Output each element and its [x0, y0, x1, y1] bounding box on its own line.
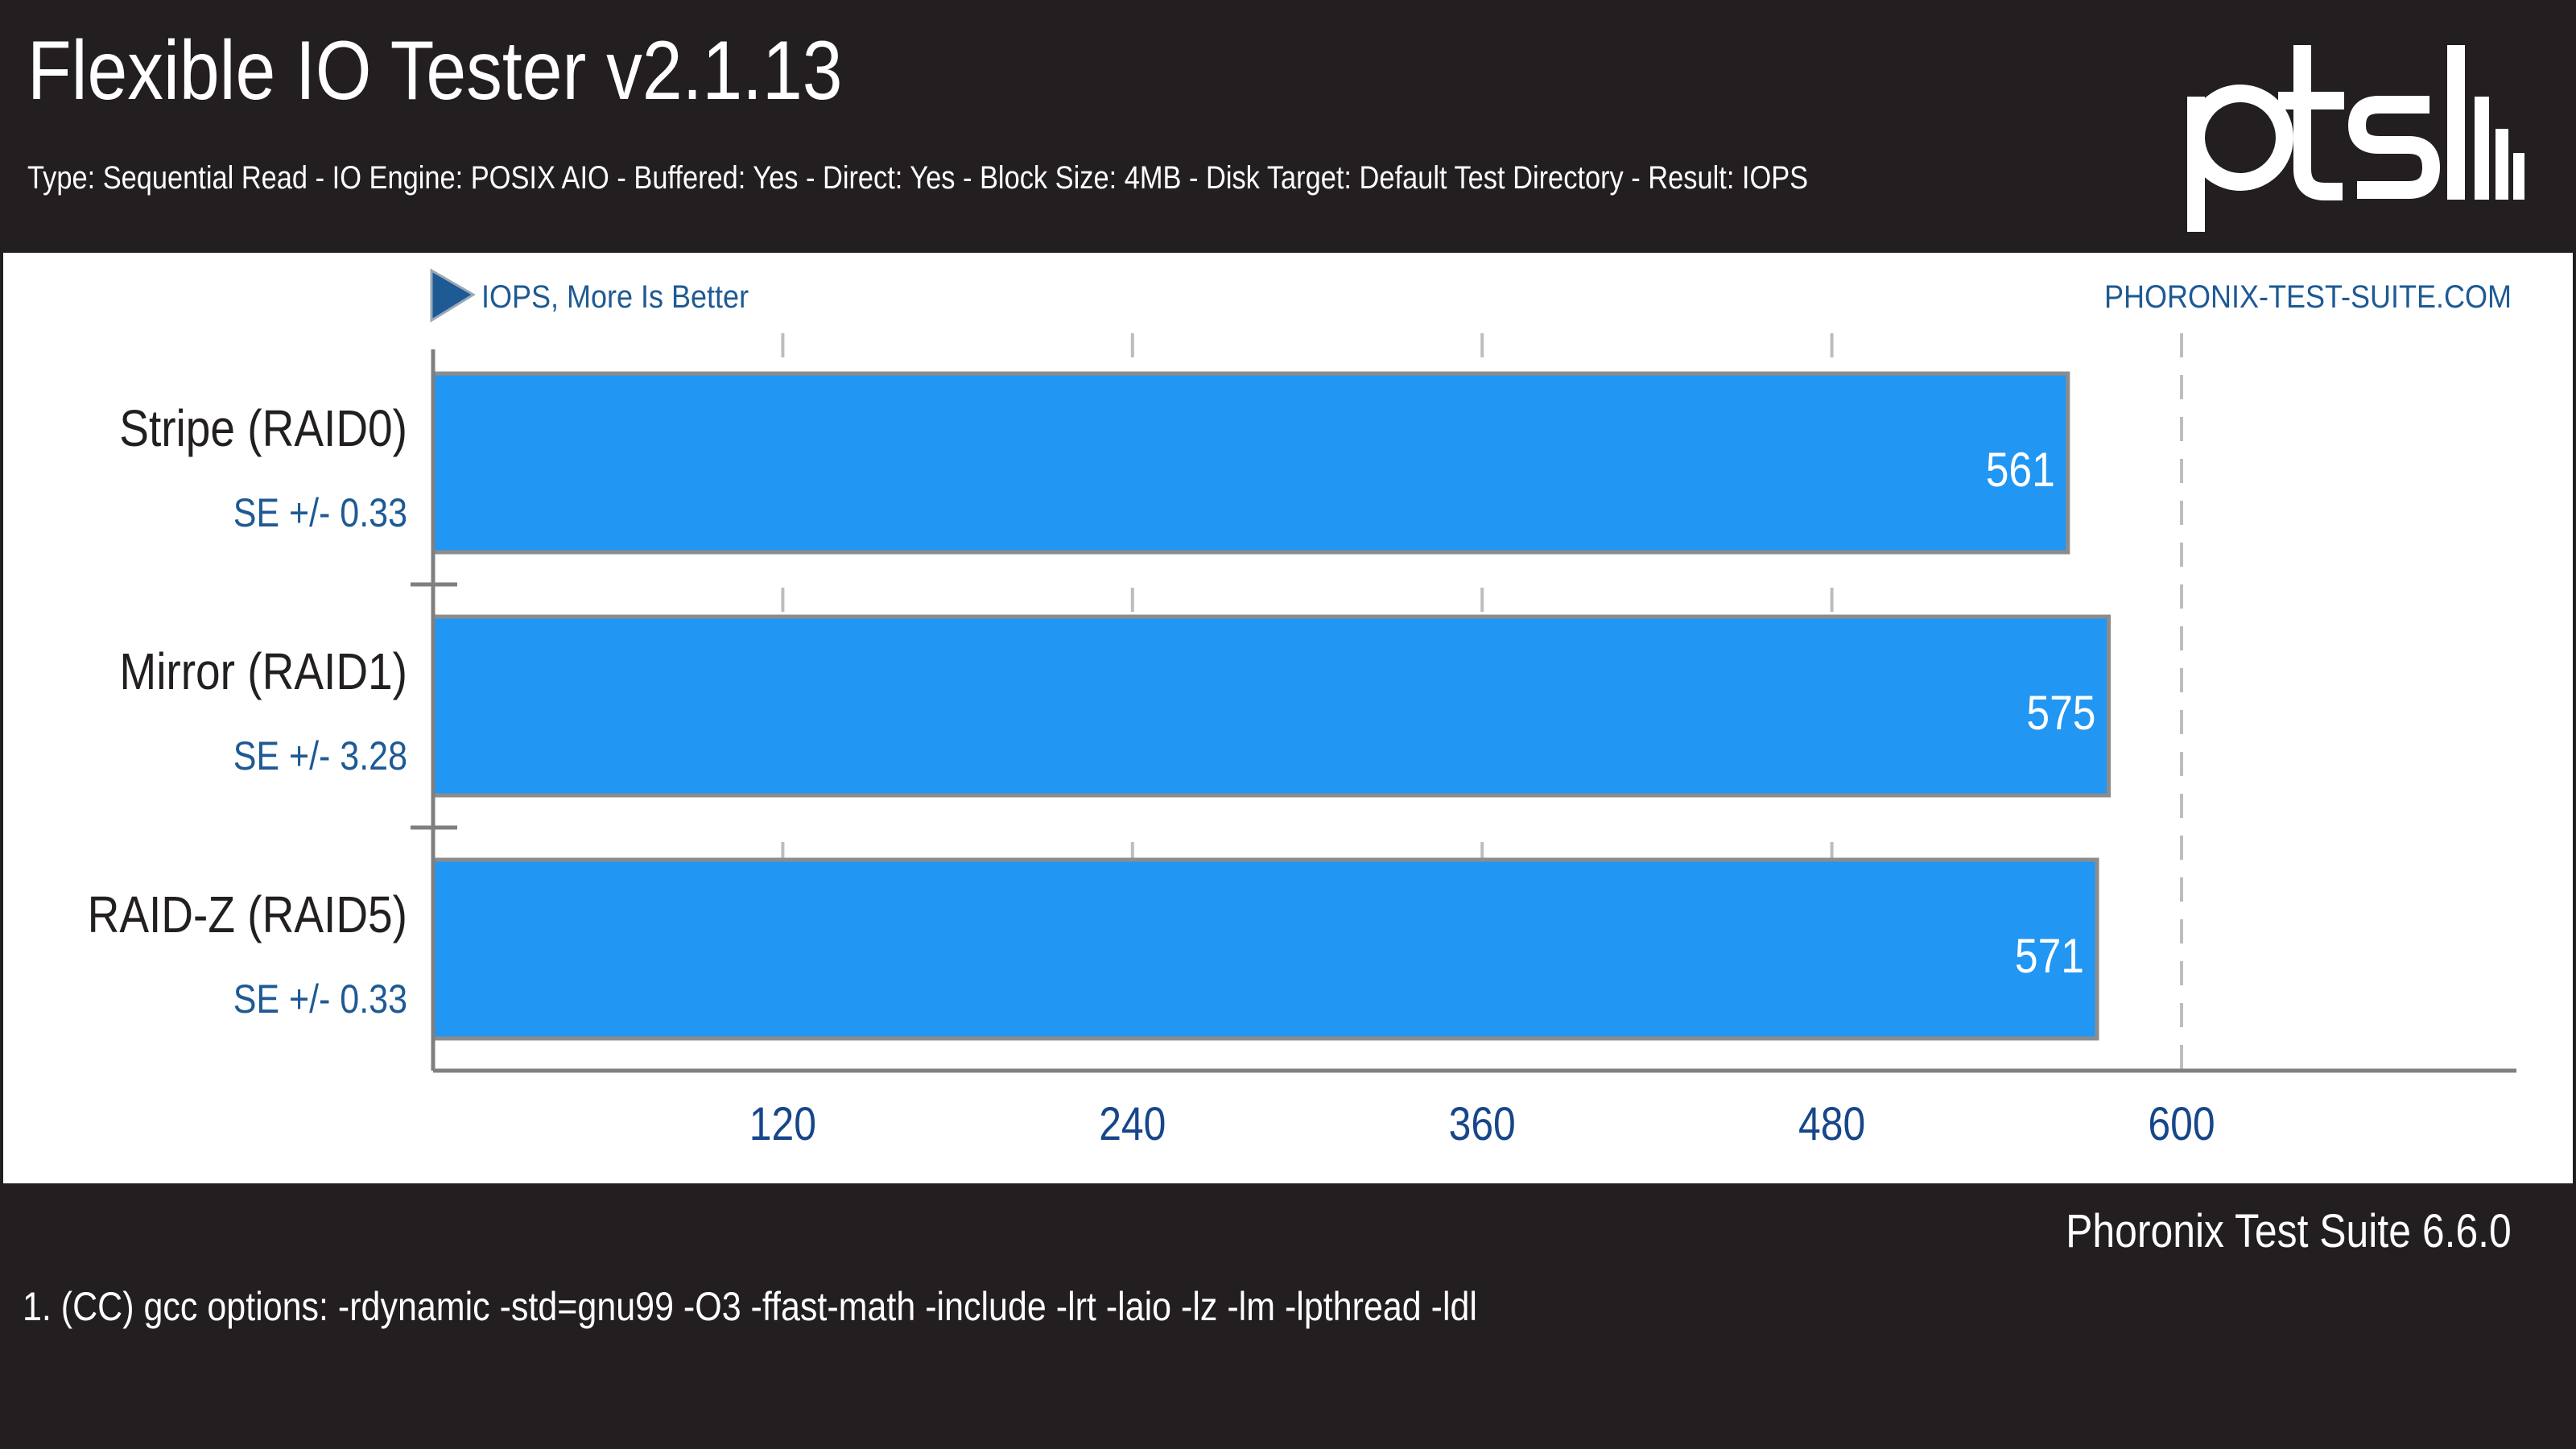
- se-label-1: SE +/- 0.33: [233, 490, 407, 535]
- bar-value-2: 575: [2026, 685, 2095, 740]
- compiler-note: 1. (CC) gcc options: -rdynamic -std=gnu9…: [23, 1284, 1477, 1329]
- chart-title: Flexible IO Tester v2.1.13: [27, 24, 843, 118]
- se-label-2: SE +/- 3.28: [233, 733, 407, 778]
- bar-2: [431, 614, 2111, 798]
- tick-label-360: 360: [1449, 1099, 1516, 1150]
- category-label-1: Stripe (RAID0): [119, 399, 407, 457]
- bar-chart: 120 240 360 480 600 561 Stripe (RAID0) SE +/- 0…: [88, 268, 2516, 1150]
- tick-label-600: 600: [2148, 1099, 2215, 1150]
- se-label-3: SE +/- 0.33: [233, 976, 407, 1022]
- plot-panel: 120 240 360 480 600 561 Stripe (RAID0) SE +/- 0…: [3, 253, 2573, 1183]
- bar-1: [431, 371, 2070, 555]
- bar-value-1: 561: [1986, 442, 2055, 497]
- suite-version: Phoronix Test Suite 6.6.0: [2066, 1205, 2512, 1257]
- bar-3: [431, 857, 2099, 1041]
- bar-value-3: 571: [2015, 928, 2084, 983]
- play-triangle-icon: [430, 268, 476, 323]
- category-label-3: RAID-Z (RAID5): [88, 886, 407, 943]
- category-label-2: Mirror (RAID1): [119, 642, 407, 700]
- axes: [411, 349, 2516, 1073]
- labels: 120 240 360 480 600 561 Stripe (RAID0) SE +/- 0…: [88, 399, 2215, 1150]
- tick-label-480: 480: [1798, 1099, 1865, 1150]
- chart-subtitle: Type: Sequential Read - IO Engine: POSIX…: [27, 160, 1809, 196]
- metric-label: IOPS, More Is Better: [481, 279, 749, 315]
- pts-logo-icon: [2187, 45, 2524, 232]
- tick-label-240: 240: [1099, 1099, 1166, 1150]
- bars: [431, 371, 2111, 1041]
- tick-label-120: 120: [749, 1099, 816, 1150]
- site-label: PHORONIX-TEST-SUITE.COM: [2104, 279, 2512, 315]
